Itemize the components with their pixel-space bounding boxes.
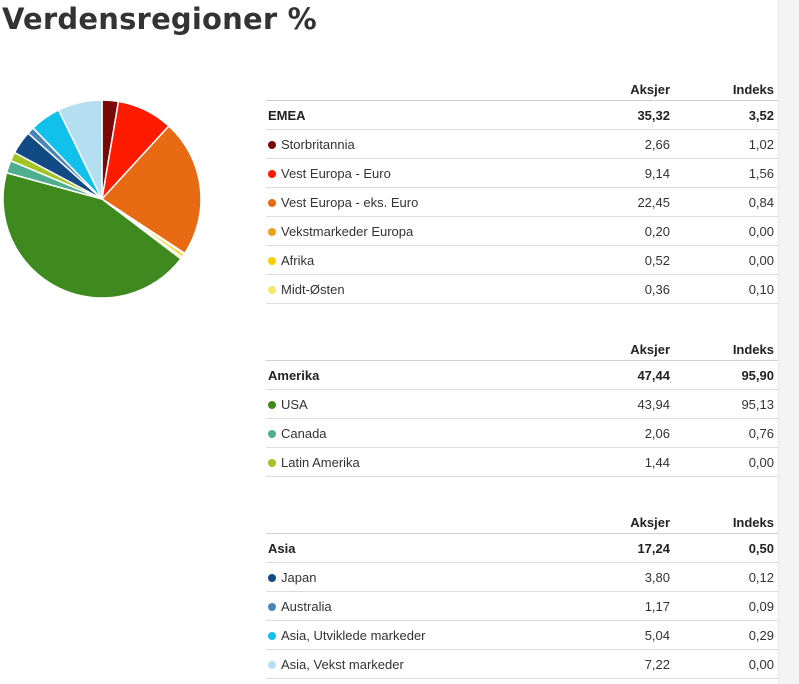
- table-row: Japan 3,80 0,12: [266, 562, 778, 592]
- row-label: Canada: [281, 425, 327, 441]
- column-header-index: Indeks: [732, 514, 774, 530]
- table-row: Latin Amerika 1,44 0,00: [266, 447, 778, 477]
- region-index-value: 3,52: [674, 100, 778, 130]
- legend-dot: [268, 631, 276, 640]
- row-label: Midt-Østen: [281, 281, 345, 297]
- row-index-value: 0,00: [674, 216, 778, 246]
- row-stocks-value: 3,80: [580, 562, 674, 592]
- region-total-row: EMEA 35,32 3,52: [266, 100, 778, 130]
- row-index-value: 0,29: [674, 620, 778, 650]
- region-index-value: 95,90: [674, 360, 778, 390]
- row-stocks-value: 0,36: [580, 274, 674, 304]
- legend-dot: [268, 400, 276, 409]
- row-label: Latin Amerika: [281, 454, 360, 470]
- region-table-emea: Aksjer Indeks EMEA 35,32 3,52 Storbritan…: [266, 78, 778, 304]
- table-row: Midt-Østen 0,36 0,10: [266, 274, 778, 304]
- table-header-row: Aksjer Indeks: [266, 338, 778, 361]
- region-total-row: Asia 17,24 0,50: [266, 533, 778, 563]
- column-header-index: Indeks: [732, 81, 774, 97]
- region-stocks-value: 35,32: [580, 100, 674, 130]
- row-stocks-value: 43,94: [580, 389, 674, 419]
- region-name: EMEA: [266, 100, 580, 130]
- row-index-value: 1,02: [674, 129, 778, 159]
- row-stocks-value: 7,22: [580, 649, 674, 679]
- legend-dot: [268, 573, 276, 582]
- legend-dot: [268, 660, 276, 669]
- legend-dot: [268, 285, 276, 294]
- region-stocks-value: 47,44: [580, 360, 674, 390]
- column-header-stocks: Aksjer: [630, 81, 670, 97]
- row-label: Afrika: [281, 252, 315, 268]
- row-index-value: 0,76: [674, 418, 778, 448]
- pie-slice-vest-europa-eks-euro: [101, 125, 202, 255]
- pie-slice-asia-vekst-markeder: [57, 99, 103, 200]
- table-row: Asia, Vekst markeder 7,22 0,00: [266, 649, 778, 679]
- row-index-value: 0,10: [674, 274, 778, 304]
- legend-dot: [268, 458, 276, 467]
- legend-dot: [268, 198, 276, 207]
- region-table-amerika: Aksjer Indeks Amerika 47,44 95,90 USA 43…: [266, 338, 778, 477]
- row-label: Vekstmarkeder Europa: [281, 223, 414, 239]
- table-row: Vest Europa - eks. Euro 22,45 0,84: [266, 187, 778, 217]
- table-row: USA 43,94 95,13: [266, 389, 778, 419]
- legend-dot: [268, 140, 276, 149]
- table-row: Canada 2,06 0,76: [266, 418, 778, 448]
- region-total-row: Amerika 47,44 95,90: [266, 360, 778, 390]
- row-index-value: 0,00: [674, 649, 778, 679]
- region-stocks-value: 17,24: [580, 533, 674, 563]
- table-row: Australia 1,17 0,09: [266, 591, 778, 621]
- row-stocks-value: 9,14: [580, 158, 674, 188]
- column-header-stocks: Aksjer: [630, 341, 670, 357]
- legend-dot: [268, 602, 276, 611]
- row-label: Japan: [281, 569, 317, 585]
- row-index-value: 0,00: [674, 245, 778, 275]
- row-stocks-value: 5,04: [580, 620, 674, 650]
- column-header-stocks: Aksjer: [630, 514, 670, 530]
- legend-dot: [268, 169, 276, 178]
- region-tables: Aksjer Indeks EMEA 35,32 3,52 Storbritan…: [266, 78, 778, 679]
- region-name: Amerika: [266, 360, 580, 390]
- legend-dot: [268, 227, 276, 236]
- row-label: Asia, Utviklede markeder: [281, 627, 426, 643]
- row-stocks-value: 1,17: [580, 591, 674, 621]
- row-index-value: 1,56: [674, 158, 778, 188]
- row-label: Australia: [281, 598, 332, 614]
- row-stocks-value: 22,45: [580, 187, 674, 217]
- row-label: Asia, Vekst markeder: [281, 656, 404, 672]
- row-index-value: 0,12: [674, 562, 778, 592]
- row-label: Vest Europa - eks. Euro: [281, 194, 419, 210]
- table-header-row: Aksjer Indeks: [266, 511, 778, 534]
- page-title: Verdensregioner %: [2, 2, 317, 36]
- right-edge-panel: [778, 0, 799, 684]
- row-index-value: 0,84: [674, 187, 778, 217]
- row-stocks-value: 2,66: [580, 129, 674, 159]
- pie-slice-usa: [2, 172, 182, 299]
- row-label: Storbritannia: [281, 136, 355, 152]
- row-index-value: 0,00: [674, 447, 778, 477]
- row-index-value: 0,09: [674, 591, 778, 621]
- pie-chart: [2, 99, 202, 299]
- row-stocks-value: 1,44: [580, 447, 674, 477]
- row-stocks-value: 0,52: [580, 245, 674, 275]
- table-row: Vekstmarkeder Europa 0,20 0,00: [266, 216, 778, 246]
- table-row: Storbritannia 2,66 1,02: [266, 129, 778, 159]
- region-name: Asia: [266, 533, 580, 563]
- row-label: USA: [281, 396, 308, 412]
- row-index-value: 95,13: [674, 389, 778, 419]
- table-row: Afrika 0,52 0,00: [266, 245, 778, 275]
- legend-dot: [268, 429, 276, 438]
- column-header-index: Indeks: [732, 341, 774, 357]
- table-row: Vest Europa - Euro 9,14 1,56: [266, 158, 778, 188]
- row-stocks-value: 0,20: [580, 216, 674, 246]
- legend-dot: [268, 256, 276, 265]
- region-index-value: 0,50: [674, 533, 778, 563]
- table-row: Asia, Utviklede markeder 5,04 0,29: [266, 620, 778, 650]
- region-table-asia: Aksjer Indeks Asia 17,24 0,50 Japan 3,80…: [266, 511, 778, 679]
- row-label: Vest Europa - Euro: [281, 165, 391, 181]
- table-header-row: Aksjer Indeks: [266, 78, 778, 101]
- row-stocks-value: 2,06: [580, 418, 674, 448]
